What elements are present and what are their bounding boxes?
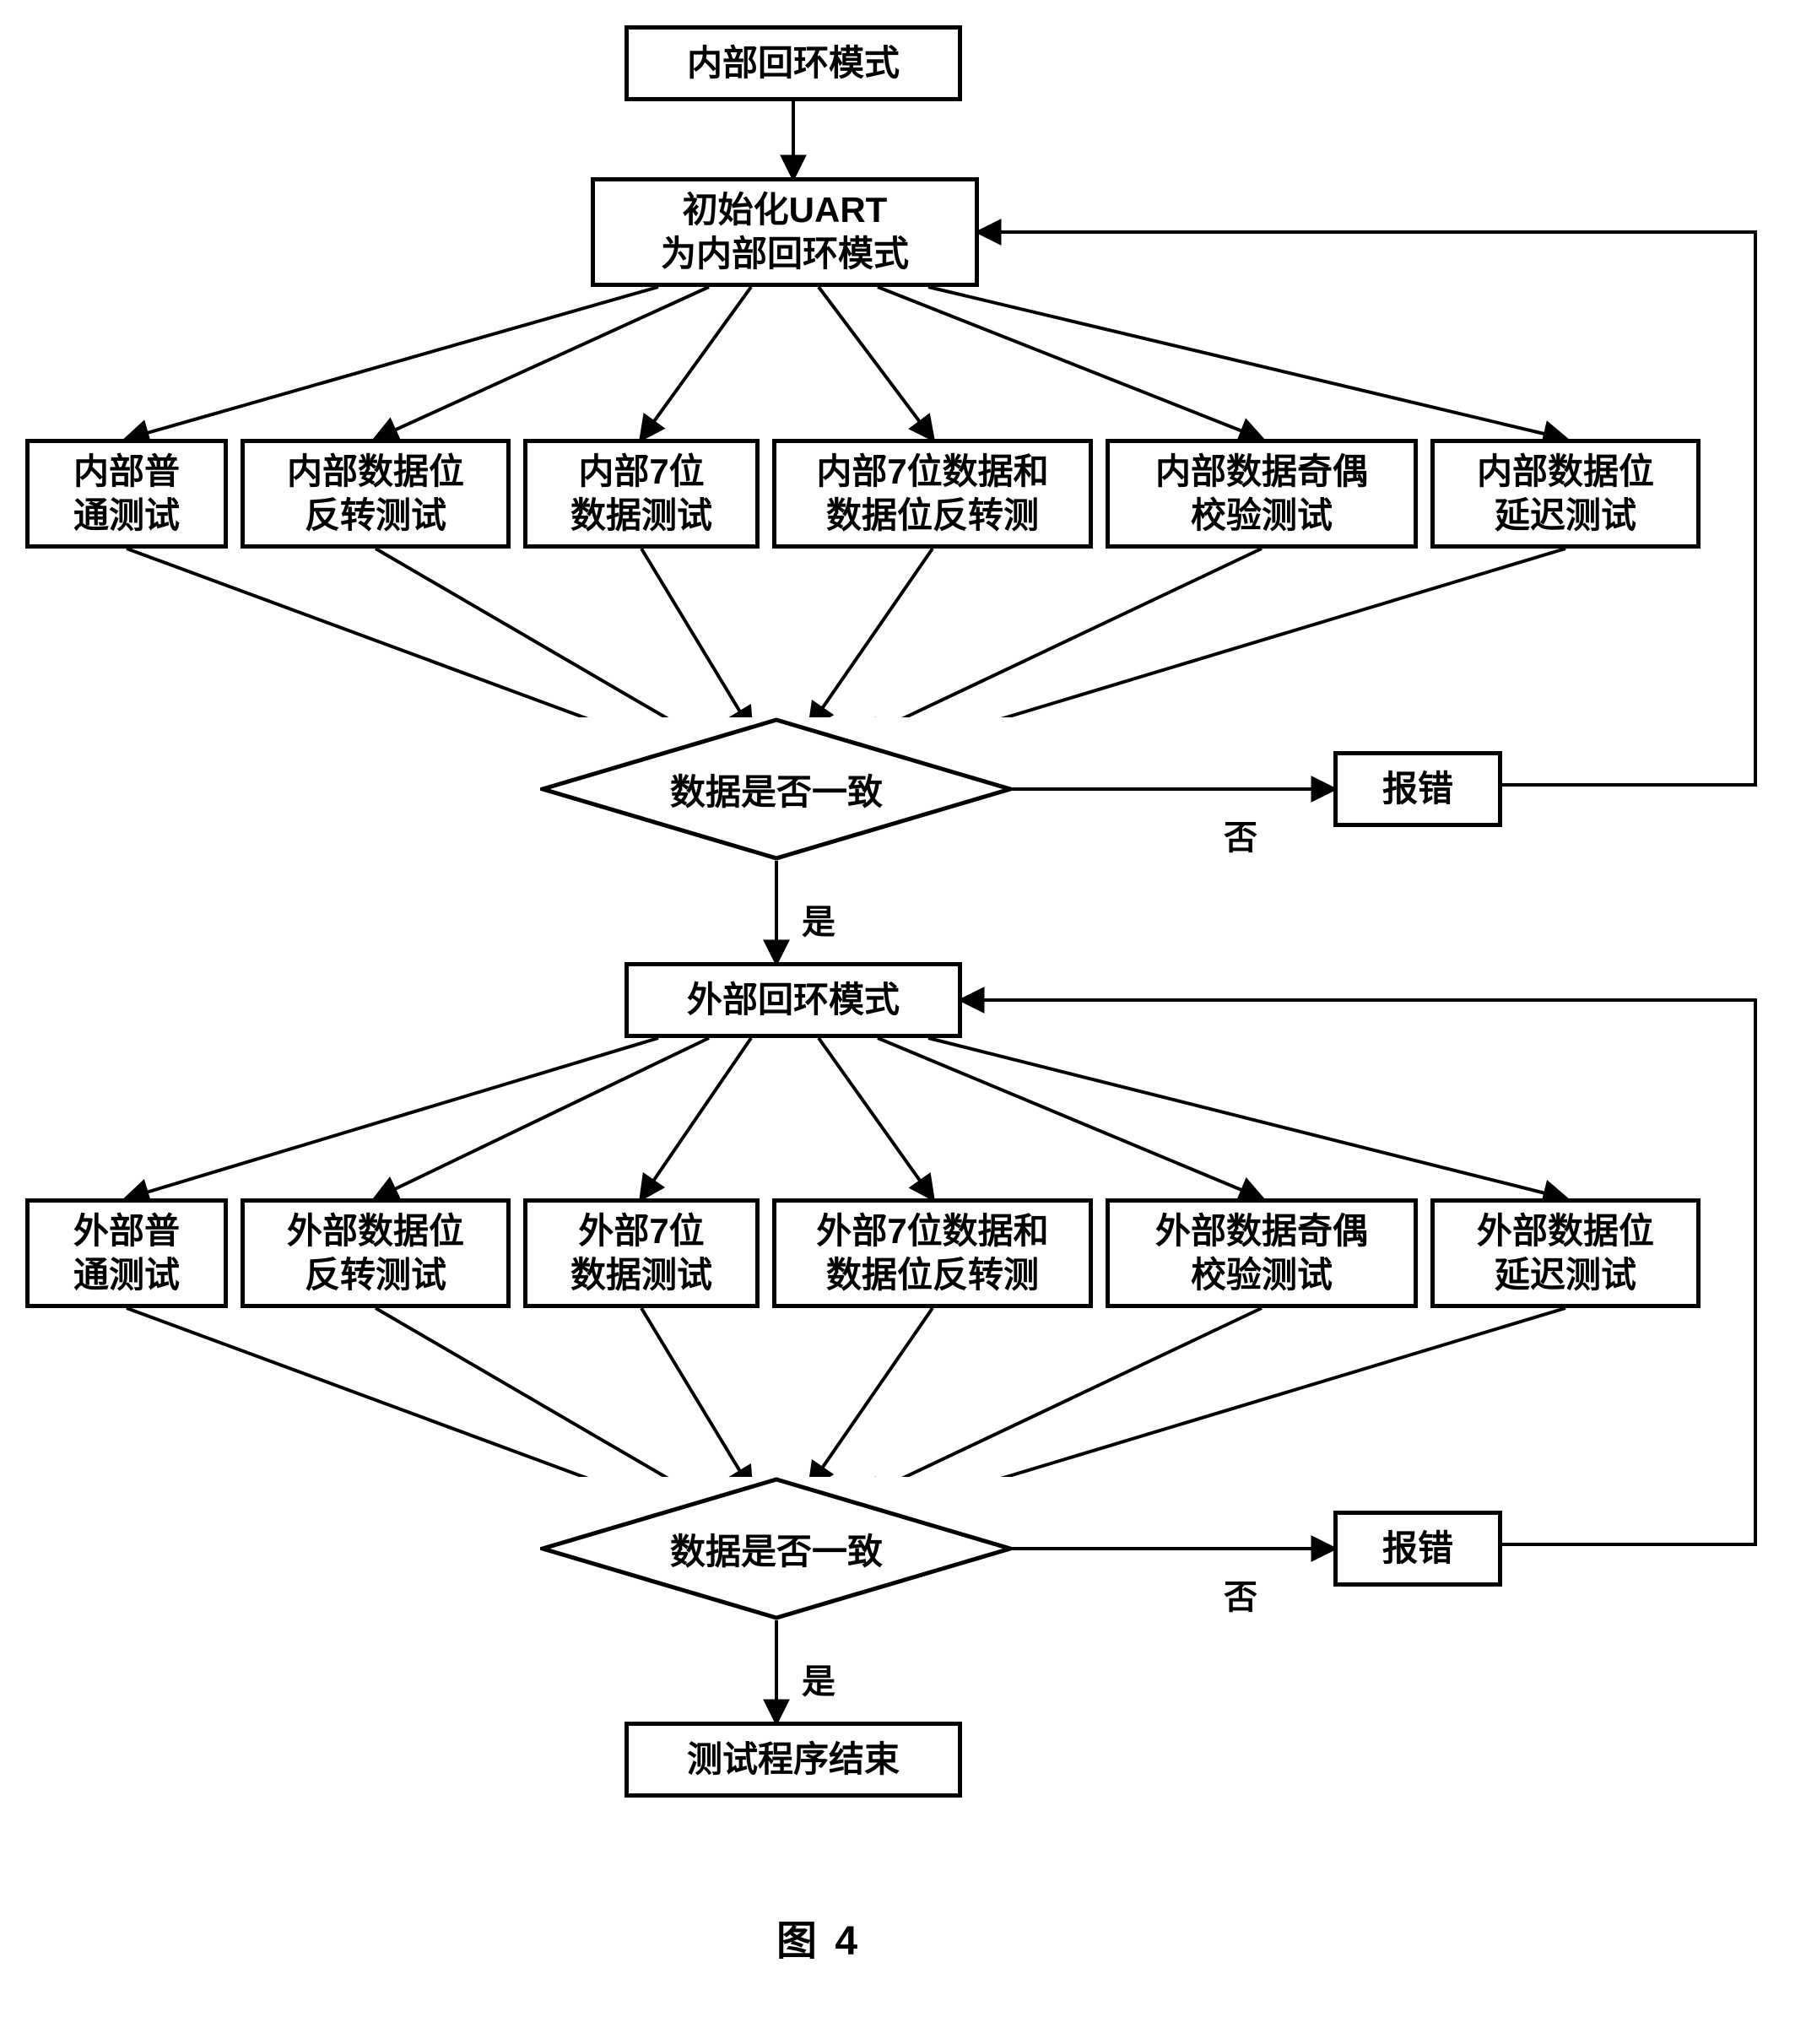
edge-n_int_t4-to-n_dec1 — [810, 549, 933, 726]
edge-n_ext_t2-to-n_dec2 — [376, 1308, 709, 1502]
edge-n_init_uart-to-n_int_t4 — [819, 287, 933, 439]
edge-label-yes1: 是 — [802, 895, 835, 944]
edge-n_init_uart-to-n_int_t6 — [928, 287, 1565, 439]
flow-decision-n_dec1: 数据是否一致 — [540, 717, 1013, 861]
edge-n_init_uart-to-n_int_t2 — [376, 287, 709, 439]
flow-node-n_int_t3: 内部7位数据测试 — [523, 439, 760, 549]
edge-n_external_mode-to-n_ext_t5 — [878, 1038, 1262, 1198]
flow-node-n_int_t2: 内部数据位反转测试 — [241, 439, 511, 549]
figure-caption: 图 4 — [776, 1907, 861, 1966]
flow-node-n_internal_mode: 内部回环模式 — [625, 25, 962, 101]
edge-n_init_uart-to-n_int_t5 — [878, 287, 1262, 439]
edge-label-no1: 否 — [1224, 810, 1257, 859]
flow-node-n_external_mode: 外部回环模式 — [625, 962, 962, 1038]
flow-node-n_end: 测试程序结束 — [625, 1722, 962, 1798]
flow-decision-n_dec2: 数据是否一致 — [540, 1477, 1013, 1620]
edge-label-no2: 否 — [1224, 1570, 1257, 1619]
edge-n_ext_t3-to-n_dec2 — [641, 1308, 751, 1490]
edge-n_init_uart-to-n_int_t1 — [127, 287, 658, 439]
flow-node-n_ext_t1: 外部普通测试 — [25, 1198, 228, 1308]
edge-n_int_t2-to-n_dec1 — [376, 549, 709, 743]
edge-n_external_mode-to-n_ext_t6 — [928, 1038, 1565, 1198]
flowchart-canvas: 图 4 内部回环模式初始化UART为内部回环模式内部普通测试内部数据位反转测试内… — [17, 17, 1789, 2025]
edge-n_ext_t4-to-n_dec2 — [810, 1308, 933, 1485]
edge-n_external_mode-to-n_ext_t1 — [127, 1038, 658, 1198]
flow-node-n_err1: 报错 — [1333, 751, 1502, 827]
edge-n_external_mode-to-n_ext_t3 — [641, 1038, 751, 1198]
edge-n_init_uart-to-n_int_t3 — [641, 287, 751, 439]
flow-node-n_err2: 报错 — [1333, 1511, 1502, 1587]
flow-node-n_int_t4: 内部7位数据和数据位反转测 — [772, 439, 1093, 549]
edge-n_external_mode-to-n_ext_t2 — [376, 1038, 709, 1198]
flow-node-n_int_t5: 内部数据奇偶校验测试 — [1106, 439, 1418, 549]
flow-node-n_ext_t6: 外部数据位延迟测试 — [1430, 1198, 1701, 1308]
flow-node-n_ext_t3: 外部7位数据测试 — [523, 1198, 760, 1308]
flow-node-n_init_uart: 初始化UART为内部回环模式 — [591, 177, 979, 287]
edge-n_external_mode-to-n_ext_t4 — [819, 1038, 933, 1198]
flow-node-n_ext_t2: 外部数据位反转测试 — [241, 1198, 511, 1308]
flow-node-n_int_t1: 内部普通测试 — [25, 439, 228, 549]
edge-n_int_t5-to-n_dec1 — [861, 549, 1262, 738]
edge-n_ext_t5-to-n_dec2 — [861, 1308, 1262, 1498]
edge-n_int_t3-to-n_dec1 — [641, 549, 751, 730]
flow-node-n_int_t6: 内部数据位延迟测试 — [1430, 439, 1701, 549]
flow-node-n_ext_t5: 外部数据奇偶校验测试 — [1106, 1198, 1418, 1308]
edge-label-yes2: 是 — [802, 1654, 835, 1703]
flow-node-n_ext_t4: 外部7位数据和数据位反转测 — [772, 1198, 1093, 1308]
